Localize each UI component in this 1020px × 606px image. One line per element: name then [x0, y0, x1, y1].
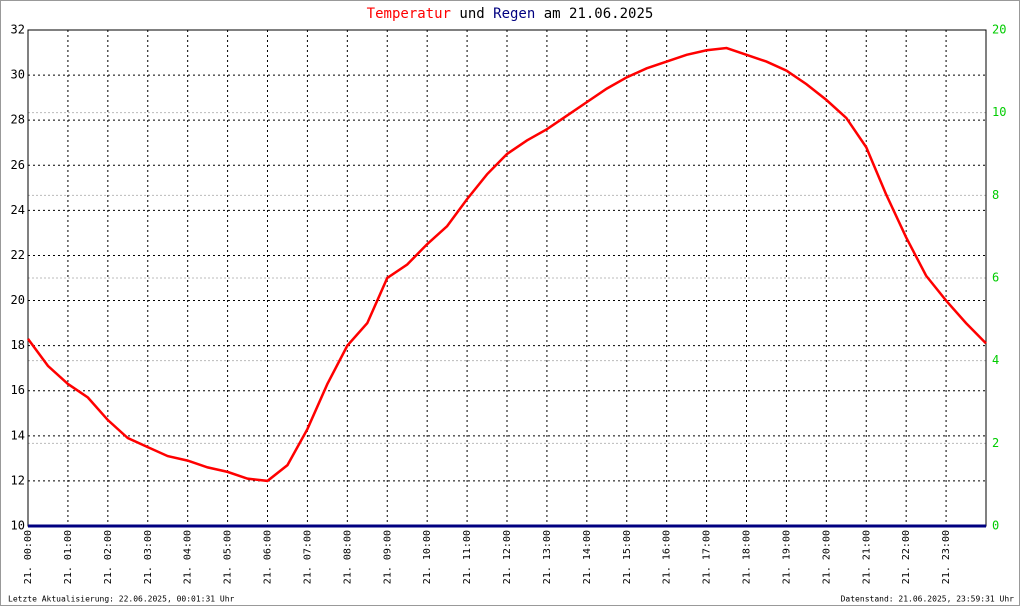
x-tick-label: 21. 09:00	[382, 530, 393, 584]
y-tick-label: 32	[11, 23, 25, 37]
y2-tick-label: 10	[992, 105, 1006, 119]
x-tick-label: 21. 13:00	[542, 530, 553, 584]
x-tick-label: 21. 12:00	[502, 530, 513, 584]
x-tick-label: 21. 15:00	[622, 530, 633, 584]
x-tick-label: 21. 11:00	[462, 530, 473, 584]
x-tick-label: 21. 00:00	[23, 530, 34, 584]
y2-tick-label: 6	[992, 271, 999, 285]
y-tick-label: 24	[11, 203, 25, 217]
x-tick-label: 21. 21:00	[861, 530, 872, 584]
series-line	[26, 46, 987, 483]
y-tick-label: 16	[11, 383, 25, 397]
x-tick-label: 21. 05:00	[223, 530, 234, 584]
x-tick-label: 21. 22:00	[901, 530, 912, 584]
footer-right: Datenstand: 21.06.2025, 23:59:31 Uhr	[841, 595, 1015, 604]
title-date: am 21.06.2025	[544, 6, 654, 22]
y-tick-label: 10	[11, 519, 25, 533]
title-regen: Regen	[493, 6, 535, 22]
x-tick-label: 21. 20:00	[821, 530, 832, 584]
x-tick-label: 21. 14:00	[582, 530, 593, 584]
chart-title: Temperatur und Regen am 21.06.2025	[367, 6, 654, 22]
y2-tick-label: 8	[992, 188, 999, 202]
x-tick-label: 21. 16:00	[662, 530, 673, 584]
y2-tick-label: 2	[992, 436, 999, 450]
y-tick-label: 14	[11, 428, 25, 442]
y-tick-label: 18	[11, 338, 25, 352]
y2-tick-label: 20	[992, 23, 1006, 37]
x-tick-label: 21. 02:00	[103, 530, 114, 584]
x-tick-label: 21. 08:00	[342, 530, 353, 584]
footer-left: Letzte Aktualisierung: 22.06.2025, 00:01…	[8, 595, 235, 604]
x-tick-label: 21. 07:00	[302, 530, 313, 584]
y-tick-label: 28	[11, 113, 25, 127]
x-tick-label: 21. 03:00	[143, 530, 154, 584]
y2-tick-label: 0	[992, 519, 999, 533]
x-tick-label: 21. 04:00	[183, 530, 194, 584]
y-tick-label: 30	[11, 68, 25, 82]
title-und: und	[459, 6, 484, 22]
x-tick-label: 21. 10:00	[422, 530, 433, 584]
title-temp: Temperatur	[367, 6, 451, 22]
x-tick-label: 21. 06:00	[263, 530, 274, 584]
y-tick-label: 12	[11, 473, 25, 487]
y-tick-label: 22	[11, 248, 25, 262]
x-tick-label: 21. 18:00	[742, 530, 753, 584]
y-tick-label: 20	[11, 293, 25, 307]
y-tick-label: 26	[11, 158, 25, 172]
y2-tick-label: 4	[992, 353, 999, 367]
x-tick-label: 21. 01:00	[63, 530, 74, 584]
x-tick-label: 21. 23:00	[941, 530, 952, 584]
x-tick-label: 21. 17:00	[702, 530, 713, 584]
x-tick-label: 21. 19:00	[781, 530, 792, 584]
